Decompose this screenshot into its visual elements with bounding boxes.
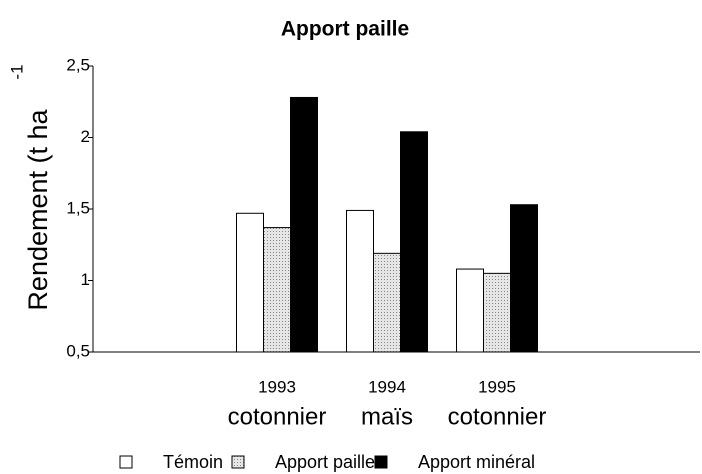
bar bbox=[400, 131, 428, 353]
y-tick-label: 2,5 bbox=[66, 55, 90, 74]
x-tick-sublabel: cotonnier bbox=[228, 403, 327, 430]
chart-title: Apport paille bbox=[281, 18, 409, 41]
legend-label: Apport minéral bbox=[418, 452, 535, 472]
legend-swatch bbox=[119, 455, 133, 469]
y-axis-label-sup: -1 bbox=[7, 64, 26, 79]
x-tick-label: 1994 bbox=[368, 377, 406, 396]
x-tick-label: 1995 bbox=[478, 377, 516, 396]
x-tick-sublabel: maïs bbox=[361, 403, 413, 430]
legend-swatch bbox=[231, 455, 245, 469]
y-tick-label: 0,5 bbox=[66, 341, 90, 360]
x-tick-label: 1993 bbox=[258, 377, 296, 396]
y-axis-label: Rendement (t ha bbox=[23, 108, 53, 310]
bar bbox=[236, 212, 264, 353]
bar bbox=[456, 268, 484, 353]
y-tick-label: 2 bbox=[81, 127, 90, 146]
bar bbox=[483, 272, 511, 353]
y-tick-label: 1 bbox=[81, 270, 90, 289]
bar bbox=[373, 252, 401, 353]
legend-label: Apport paille bbox=[275, 452, 375, 472]
bar bbox=[290, 96, 318, 353]
bar bbox=[510, 204, 538, 353]
y-tick-label: 1,5 bbox=[66, 198, 90, 217]
bar bbox=[263, 227, 291, 353]
bar bbox=[346, 209, 374, 353]
legend-label: Témoin bbox=[163, 452, 223, 472]
legend-swatch bbox=[374, 455, 388, 469]
x-tick-sublabel: cotonnier bbox=[448, 403, 547, 430]
